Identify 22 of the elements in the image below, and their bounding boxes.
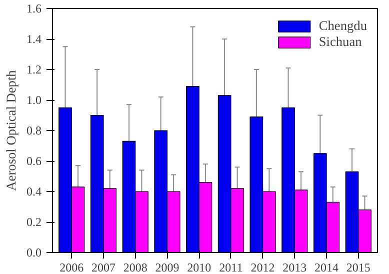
y-tick-label: 1.4 — [26, 32, 42, 46]
x-tick-label: 2014 — [314, 260, 339, 274]
x-tick-label: 2013 — [282, 260, 307, 274]
y-tick-label: 0.2 — [26, 215, 42, 229]
x-tick-label: 2007 — [91, 260, 116, 274]
x-tick-label: 2010 — [187, 260, 212, 274]
x-tick-label: 2015 — [346, 260, 370, 274]
legend-label: Sichuan — [318, 34, 362, 50]
x-tick-label: 2009 — [155, 260, 180, 274]
x-tick-label: 2011 — [219, 260, 243, 274]
x-tick-label: 2008 — [123, 260, 148, 274]
x-tick-label: 2006 — [60, 260, 84, 274]
y-tick-label: 1.0 — [26, 93, 42, 107]
y-axis-title: Aerosol Optical Depth — [4, 70, 18, 191]
y-tick-label: 0.0 — [26, 246, 42, 260]
y-tick-label: 1.2 — [26, 62, 42, 76]
y-tick-label: 0.8 — [26, 124, 42, 138]
y-tick-label: 0.6 — [26, 154, 42, 168]
y-tick-label: 1.6 — [26, 2, 42, 16]
y-tick-label: 0.4 — [26, 184, 42, 198]
legend-label: Chengdu — [318, 18, 367, 34]
x-tick-label: 2012 — [250, 260, 275, 274]
